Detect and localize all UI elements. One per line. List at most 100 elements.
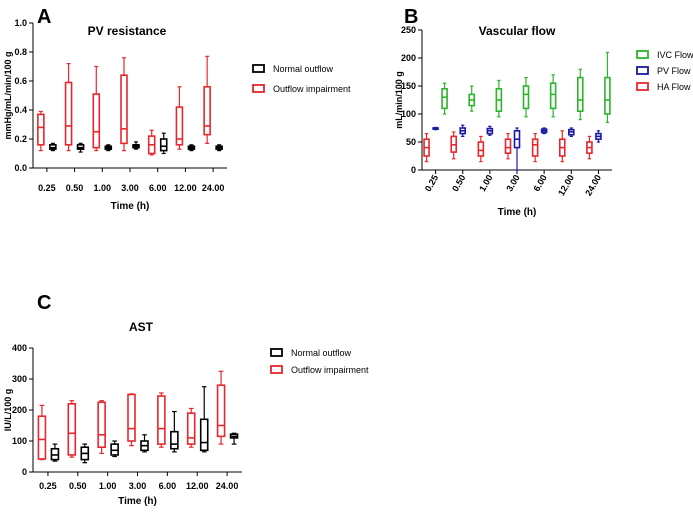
panel-c-letter: C [37,292,52,314]
box-ha-flow-12.00 [558,130,566,163]
box-pv-flow-12.00 [567,127,575,137]
box-iqr [120,74,128,145]
y-axis-label: mL/min/100 g [394,71,404,129]
y-tick-label: 300 [12,374,27,384]
legend: Normal outflow Outflow impairment [270,348,369,375]
box-iqr [170,430,179,450]
y-axis-label: mmHg/mL/min/100 g [3,51,13,139]
legend-item: HA Flow [636,82,691,92]
y-tick-label: 1.0 [14,18,27,28]
legend-item: IVC Flow [636,50,693,60]
legend: IVC Flow PV Flow HA Flow [636,50,693,92]
x-tick-label: 1.00 [94,183,112,193]
y-tick-label: 0.2 [14,134,27,144]
box-outflow-impairment-0.25 [37,110,45,152]
x-tick-label: 0.50 [66,183,84,193]
x-tick-label: 6.00 [159,481,177,491]
panel-a-letter: A [37,6,52,28]
legend: Normal outflow Outflow impairment [252,64,351,94]
box-iqr [549,82,557,110]
box-pv-flow-3.00 [513,127,521,171]
box-outflow-impairment-12.00 [186,407,196,448]
box-ivc-flow-24.00 [604,51,611,124]
box-iqr [67,402,77,456]
legend-swatch [270,348,283,357]
box-ivc-flow-3.00 [522,76,530,118]
box-normal-outflow-0.50 [80,443,90,464]
box-ha-flow-24.00 [586,135,593,160]
box-normal-outflow-12.00 [199,386,209,453]
y-tick-label: 0.0 [14,163,27,173]
x-tick-label: 0.25 [423,173,440,193]
legend-swatch [252,64,265,73]
legend-label: Outflow impairment [273,84,351,94]
x-axis-label: Time (h) [498,207,537,218]
box-iqr [157,395,166,445]
box-ha-flow-1.00 [477,135,485,163]
box-iqr [531,138,539,157]
x-tick-label: 1.00 [477,173,494,193]
y-tick-label: 100 [401,109,416,119]
legend-item: Normal outflow [270,348,352,358]
x-tick-label: 3.00 [504,173,521,193]
y-axis-label: IU/L/100 g [3,389,13,432]
box-pv-flow-24.00 [595,130,602,143]
box-iqr [576,76,584,112]
panel-b-letter: B [404,6,419,28]
box-normal-outflow-3.00 [132,141,140,150]
box-outflow-impairment-6.00 [147,129,156,156]
box-pv-flow-1.00 [486,125,494,136]
y-tick-label: 200 [12,405,27,415]
x-axis-label: Time (h) [118,496,157,507]
box-iqr [604,76,611,115]
y-tick-label: 400 [12,343,27,353]
box-iqr [504,138,512,154]
y-tick-label: 100 [12,436,27,446]
chart-title: PV resistance [88,24,167,38]
box-pv-flow-6.00 [540,127,548,135]
box-normal-outflow-1.00 [110,440,119,458]
legend-swatch [252,84,265,93]
legend-swatch [636,66,649,75]
x-tick-label: 12.00 [556,173,576,198]
box-normal-outflow-0.50 [76,142,85,153]
legend-label: Outflow impairment [291,365,369,375]
legend-item: Normal outflow [252,64,334,74]
y-tick-label: 50 [406,137,416,147]
legend-swatch [636,50,649,59]
legend-item: PV Flow [636,66,691,76]
box-outflow-impairment-3.00 [120,57,128,152]
x-tick-label: 0.25 [39,481,57,491]
chart-title: Vascular flow [479,24,556,38]
y-tick-label: 150 [401,81,416,91]
box-outflow-impairment-1.00 [97,400,106,454]
y-tick-label: 0.4 [14,105,27,115]
x-tick-label: 3.00 [129,481,147,491]
box-iqr [186,412,196,445]
box-normal-outflow-0.25 [49,142,57,152]
box-iqr [97,401,106,449]
y-tick-label: 0.6 [14,76,27,86]
legend-item: Outflow impairment [270,365,369,375]
y-tick-label: 0 [411,165,416,175]
y-tick-label: 0.8 [14,47,27,57]
x-tick-label: 12.00 [186,481,209,491]
box-iqr [37,113,45,146]
box-iqr [216,384,226,438]
box-outflow-impairment-24.00 [203,55,211,144]
box-ivc-flow-0.25 [441,82,448,115]
box-ivc-flow-12.00 [576,68,584,121]
x-tick-label: 24.00 [216,481,239,491]
box-normal-outflow-1.00 [104,144,113,152]
x-tick-label: 0.25 [38,183,56,193]
panel-2-chart: Vascular flow 0 50 100 150 200 250 mL/min/100 g… [394,24,693,218]
legend-swatch [270,365,283,374]
box-outflow-impairment-24.00 [216,370,226,445]
y-tick-label: 250 [401,25,416,35]
box-ha-flow-0.50 [450,131,458,160]
x-tick-label: 24.00 [583,173,603,198]
box-iqr [477,141,485,157]
box-outflow-impairment-12.00 [175,86,184,150]
x-tick-label: 24.00 [202,183,225,193]
